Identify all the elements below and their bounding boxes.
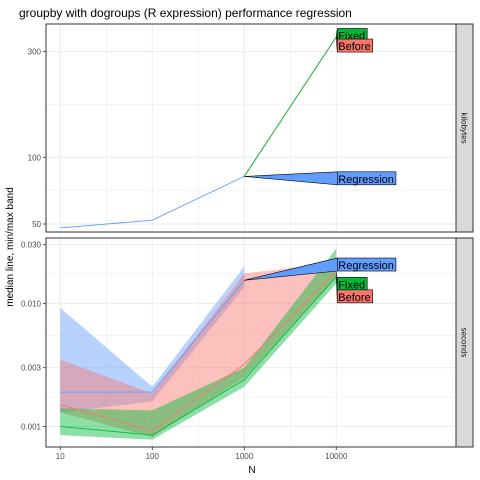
annotation-fixed: Fixed xyxy=(336,277,367,292)
x-axis: 10 100 1000 10000 xyxy=(56,447,348,461)
y-tick-label: 0.030 xyxy=(21,241,42,250)
y-tick-label: 0.003 xyxy=(21,364,42,373)
x-tick-label: 10 xyxy=(56,452,65,461)
annotation-label-regression: Regression xyxy=(338,260,394,272)
annotation-label-fixed: Fixed xyxy=(338,279,365,291)
strip-label-kilobytes: kilobytes xyxy=(460,112,469,143)
x-tick-label: 1000 xyxy=(235,452,253,461)
x-tick-label: 10000 xyxy=(325,452,348,461)
y-tick-label: 100 xyxy=(28,153,42,162)
panel-seconds: 0.001 0.003 0.010 0.030 Regression FixedBefor… xyxy=(21,238,473,447)
panel-background xyxy=(46,24,456,232)
annotation-before: Before xyxy=(336,37,372,53)
annotation-label-before: Before xyxy=(338,41,370,53)
y-axis-label: median line, min/max band xyxy=(5,187,16,307)
plot-panels: 50100300FixedBeforeRegressionkilobytes0.… xyxy=(21,24,473,447)
x-axis-label: N xyxy=(248,465,255,476)
strip-label-seconds: seconds xyxy=(460,328,469,358)
y-tick-label: 0.001 xyxy=(21,422,42,431)
y-tick-label: 300 xyxy=(28,48,42,57)
chart-title: groupby with dogroups (R expression) per… xyxy=(19,6,352,20)
annotation-label-before: Before xyxy=(338,292,370,304)
y-tick-label: 0.010 xyxy=(21,299,42,308)
y-tick-label: 50 xyxy=(32,220,41,229)
annotation-label-regression: Regression xyxy=(338,174,394,186)
x-tick-label: 100 xyxy=(146,452,160,461)
